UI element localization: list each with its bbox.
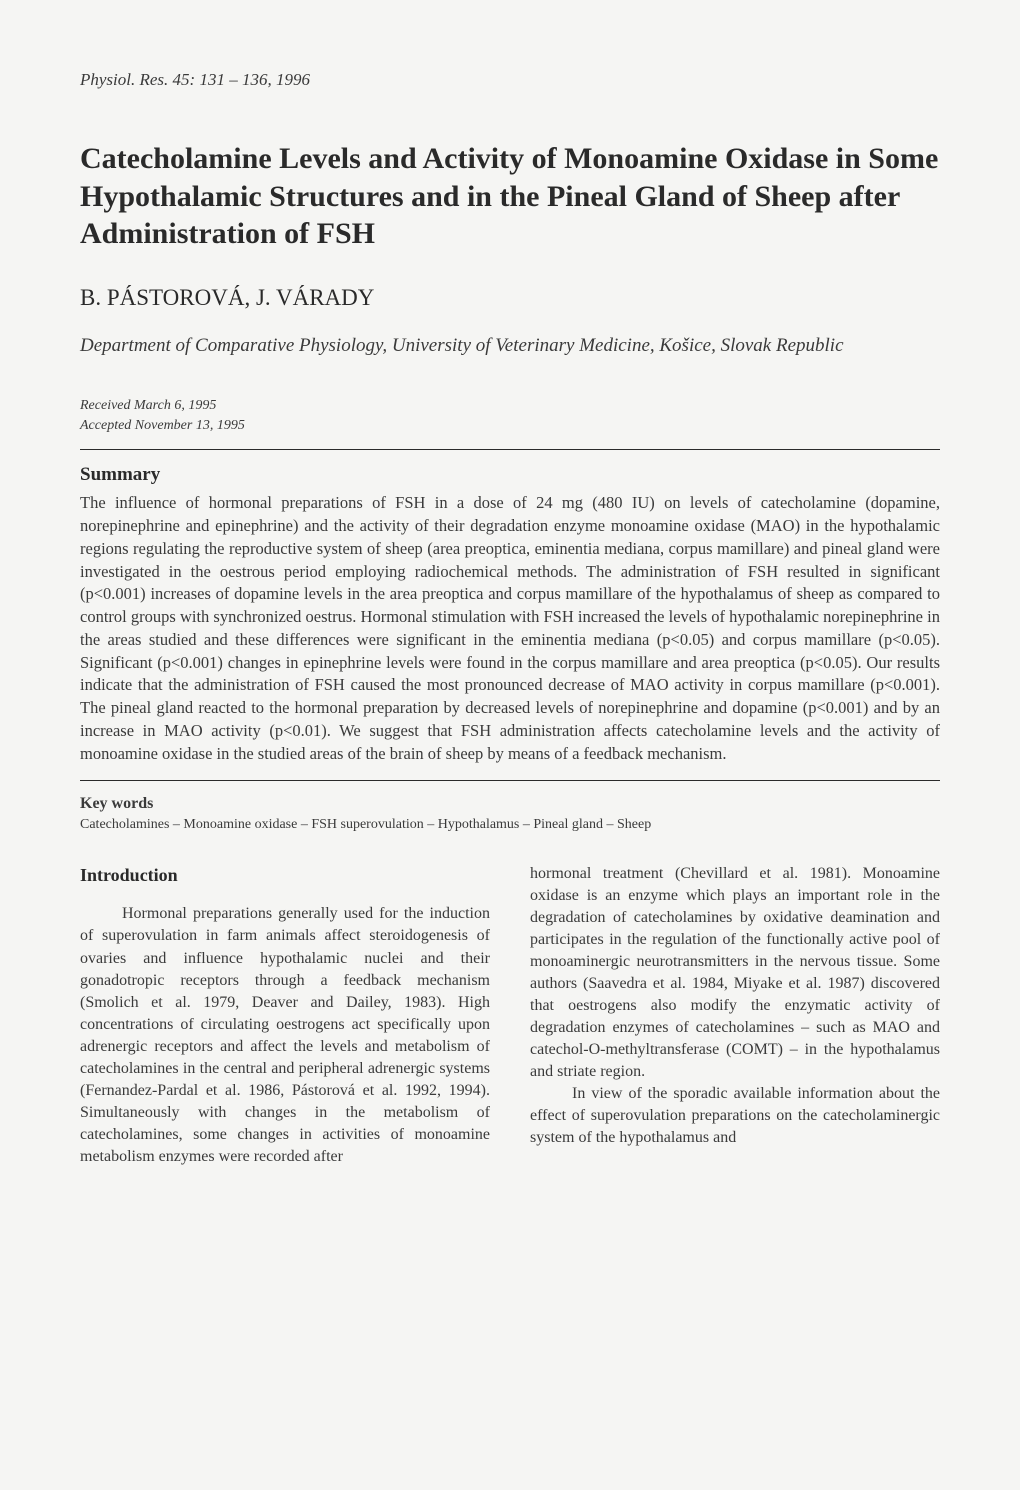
keywords: Catecholamines – Monoamine oxidase – FSH… [80, 817, 940, 833]
affiliation: Department of Comparative Physiology, Un… [80, 333, 940, 359]
keywords-heading: Key words [80, 795, 940, 813]
article-title: Catecholamine Levels and Activity of Mon… [80, 140, 940, 253]
authors: B. PÁSTOROVÁ, J. VÁRADY [80, 285, 940, 311]
summary-text: The influence of hormonal preparations o… [80, 492, 940, 765]
left-column: Introduction Hormonal preparations gener… [80, 863, 490, 1169]
body-columns: Introduction Hormonal preparations gener… [80, 863, 940, 1169]
intro-paragraph-1-cont: hormonal treatment (Chevillard et al. 19… [530, 863, 940, 1084]
intro-paragraph-1: Hormonal preparations generally used for… [80, 903, 490, 1168]
intro-paragraph-2: In view of the sporadic available inform… [530, 1083, 940, 1149]
received-date: Received March 6, 1995 [80, 396, 940, 416]
summary-heading: Summary [80, 464, 940, 486]
introduction-heading: Introduction [80, 863, 490, 888]
journal-reference: Physiol. Res. 45: 131 – 136, 1996 [80, 70, 940, 90]
accepted-date: Accepted November 13, 1995 [80, 416, 940, 436]
divider-bottom [80, 780, 940, 781]
divider-top [80, 449, 940, 450]
right-column: hormonal treatment (Chevillard et al. 19… [530, 863, 940, 1169]
